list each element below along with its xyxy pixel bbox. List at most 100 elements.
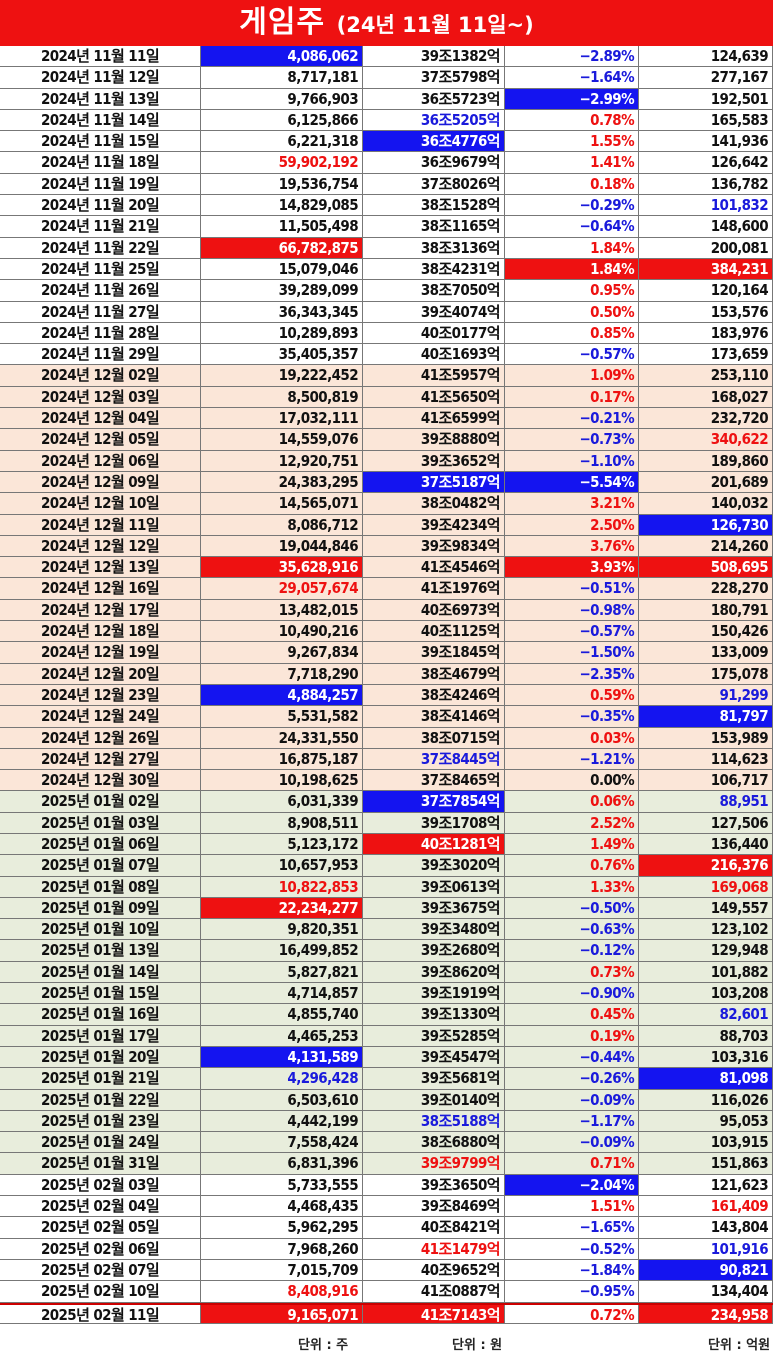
change-cell: 0.95% bbox=[504, 280, 638, 301]
volume-cell: 7,718,290 bbox=[200, 663, 362, 684]
change-cell: −2.89% bbox=[504, 46, 638, 67]
change-cell: −1.17% bbox=[504, 1110, 638, 1132]
market-cap-cell: 39조1919억 bbox=[362, 983, 504, 1004]
date-cell: 2024년 12월 03일 bbox=[40, 387, 160, 406]
volume-cell: 8,908,511 bbox=[200, 812, 362, 833]
market-cap-cell: 39조9799억 bbox=[362, 1153, 504, 1174]
date-cell: 2024년 12월 05일 bbox=[40, 430, 160, 449]
change-cell: 1.84% bbox=[504, 237, 638, 258]
market-cap-cell: 41조7143억 bbox=[362, 1304, 504, 1323]
volume-cell: 4,442,199 bbox=[200, 1110, 362, 1132]
table-row: 2024년 12월 04일 17,032,111 41조6599억 −0.21% 232… bbox=[0, 408, 773, 430]
market-cap-cell: 39조1382억 bbox=[362, 46, 504, 67]
table-row: 2025년 01월 08일 10,822,853 39조0613억 1.33% 169,… bbox=[0, 876, 773, 898]
change-cell: 1.55% bbox=[504, 131, 638, 152]
change-cell: 0.85% bbox=[504, 322, 638, 344]
change-cell: 0.50% bbox=[504, 301, 638, 322]
table-row: 2025년 01월 10일 9,820,351 39조3480억 −0.63% 123,… bbox=[0, 919, 773, 941]
change-cell: 0.17% bbox=[504, 386, 638, 408]
change-cell: 1.41% bbox=[504, 152, 638, 173]
date-cell: 2024년 11월 29일 bbox=[40, 345, 160, 364]
table-row: 2025년 01월 22일 6,503,610 39조0140억 −0.09% 116,… bbox=[0, 1089, 773, 1111]
market-cap-cell: 39조4547억 bbox=[362, 1046, 504, 1068]
market-cap-cell: 41조6599억 bbox=[362, 408, 504, 429]
volume-cell: 24,383,295 bbox=[200, 471, 362, 493]
volume-cell: 5,962,295 bbox=[200, 1217, 362, 1238]
table-row: 2024년 11월 20일 14,829,085 38조1528억 −0.29% 101… bbox=[0, 195, 773, 217]
amount-cell: 133,009 bbox=[638, 642, 773, 663]
change-cell: 0.06% bbox=[504, 791, 638, 812]
date-cell: 2025년 01월 24일 bbox=[40, 1133, 160, 1152]
market-cap-cell: 40조8421억 bbox=[362, 1217, 504, 1238]
change-cell: 0.72% bbox=[504, 1304, 638, 1323]
amount-cell: 81,797 bbox=[638, 706, 773, 727]
change-cell: −0.98% bbox=[504, 599, 638, 621]
volume-cell: 29,057,674 bbox=[200, 578, 362, 599]
date-cell: 2025년 01월 03일 bbox=[40, 813, 160, 832]
amount-cell: 140,032 bbox=[638, 493, 773, 514]
volume-cell: 4,086,062 bbox=[200, 46, 362, 67]
change-cell: −2.35% bbox=[504, 663, 638, 684]
volume-cell: 5,123,172 bbox=[200, 833, 362, 855]
table-row: 2025년 01월 06일 5,123,172 40조1281억 1.49% 136,4… bbox=[0, 833, 773, 856]
volume-cell: 19,044,846 bbox=[200, 535, 362, 557]
volume-cell: 8,500,819 bbox=[200, 386, 362, 408]
volume-cell: 10,490,216 bbox=[200, 621, 362, 642]
amount-cell: 114,623 bbox=[638, 748, 773, 770]
market-cap-cell: 39조1845억 bbox=[362, 642, 504, 663]
amount-cell: 141,936 bbox=[638, 131, 773, 152]
market-cap-cell: 36조4776억 bbox=[362, 131, 504, 152]
table-row: 2025년 02월 11일 9,165,071 41조7143억 0.72% 234,9… bbox=[0, 1302, 773, 1324]
change-cell: 0.76% bbox=[504, 855, 638, 876]
table-row: 2024년 11월 26일 39,289,099 38조7050억 0.95% 120,… bbox=[0, 280, 773, 302]
market-cap-cell: 40조9652억 bbox=[362, 1259, 504, 1281]
market-cap-cell: 39조8620억 bbox=[362, 961, 504, 983]
market-cap-cell: 41조5957억 bbox=[362, 365, 504, 386]
volume-cell: 8,717,181 bbox=[200, 67, 362, 88]
table-row: 2024년 12월 06일 12,920,751 39조3652억 −1.10% 189… bbox=[0, 450, 773, 472]
table-row: 2025년 01월 24일 7,558,424 38조6880억 −0.09% 103,… bbox=[0, 1132, 773, 1154]
volume-cell: 15,079,046 bbox=[200, 258, 362, 280]
volume-cell: 66,782,875 bbox=[200, 237, 362, 258]
date-cell: 2025년 01월 17일 bbox=[40, 1026, 160, 1045]
market-cap-cell: 39조1708억 bbox=[362, 812, 504, 833]
date-cell: 2024년 12월 04일 bbox=[40, 409, 160, 428]
date-cell: 2025년 02월 04일 bbox=[40, 1197, 160, 1216]
change-cell: 3.93% bbox=[504, 557, 638, 578]
change-cell: −0.52% bbox=[504, 1238, 638, 1259]
amount-cell: 88,951 bbox=[638, 791, 773, 812]
date-cell: 2025년 01월 10일 bbox=[40, 920, 160, 939]
date-cell: 2024년 11월 26일 bbox=[40, 281, 160, 300]
unit-won: 단위 : 원 bbox=[452, 1338, 503, 1353]
date-cell: 2024년 11월 20일 bbox=[40, 196, 160, 215]
volume-cell: 9,820,351 bbox=[200, 919, 362, 940]
date-cell: 2025년 02월 10일 bbox=[40, 1282, 160, 1301]
volume-cell: 10,822,853 bbox=[200, 876, 362, 897]
amount-cell: 101,832 bbox=[638, 195, 773, 216]
amount-cell: 121,623 bbox=[638, 1174, 773, 1196]
amount-cell: 103,915 bbox=[638, 1132, 773, 1153]
volume-cell: 4,468,435 bbox=[200, 1196, 362, 1217]
date-cell: 2024년 12월 13일 bbox=[40, 558, 160, 577]
market-cap-cell: 38조5188억 bbox=[362, 1110, 504, 1132]
amount-cell: 126,642 bbox=[638, 152, 773, 173]
change-cell: 2.50% bbox=[504, 514, 638, 535]
date-cell: 2025년 01월 13일 bbox=[40, 941, 160, 960]
date-cell: 2024년 12월 12일 bbox=[40, 536, 160, 555]
volume-cell: 4,855,740 bbox=[200, 1004, 362, 1025]
volume-cell: 5,733,555 bbox=[200, 1174, 362, 1196]
volume-cell: 59,902,192 bbox=[200, 152, 362, 173]
change-cell: 0.73% bbox=[504, 961, 638, 983]
table-row: 2025년 02월 05일 5,962,295 40조8421억 −1.65% 143,… bbox=[0, 1217, 773, 1239]
amount-cell: 124,639 bbox=[638, 46, 773, 67]
volume-cell: 5,827,821 bbox=[200, 961, 362, 983]
change-cell: −0.29% bbox=[504, 195, 638, 216]
amount-cell: 82,601 bbox=[638, 1004, 773, 1025]
date-cell: 2024년 12월 20일 bbox=[40, 664, 160, 683]
change-cell: 2.52% bbox=[504, 812, 638, 833]
table-row: 2024년 11월 29일 35,405,357 40조1693억 −0.57% 173… bbox=[0, 344, 773, 366]
units-footer: 단위 : 주 단위 : 원 단위 : 억원 bbox=[0, 1332, 773, 1353]
amount-cell: 103,316 bbox=[638, 1046, 773, 1068]
volume-cell: 16,875,187 bbox=[200, 748, 362, 770]
change-cell: −0.73% bbox=[504, 429, 638, 450]
